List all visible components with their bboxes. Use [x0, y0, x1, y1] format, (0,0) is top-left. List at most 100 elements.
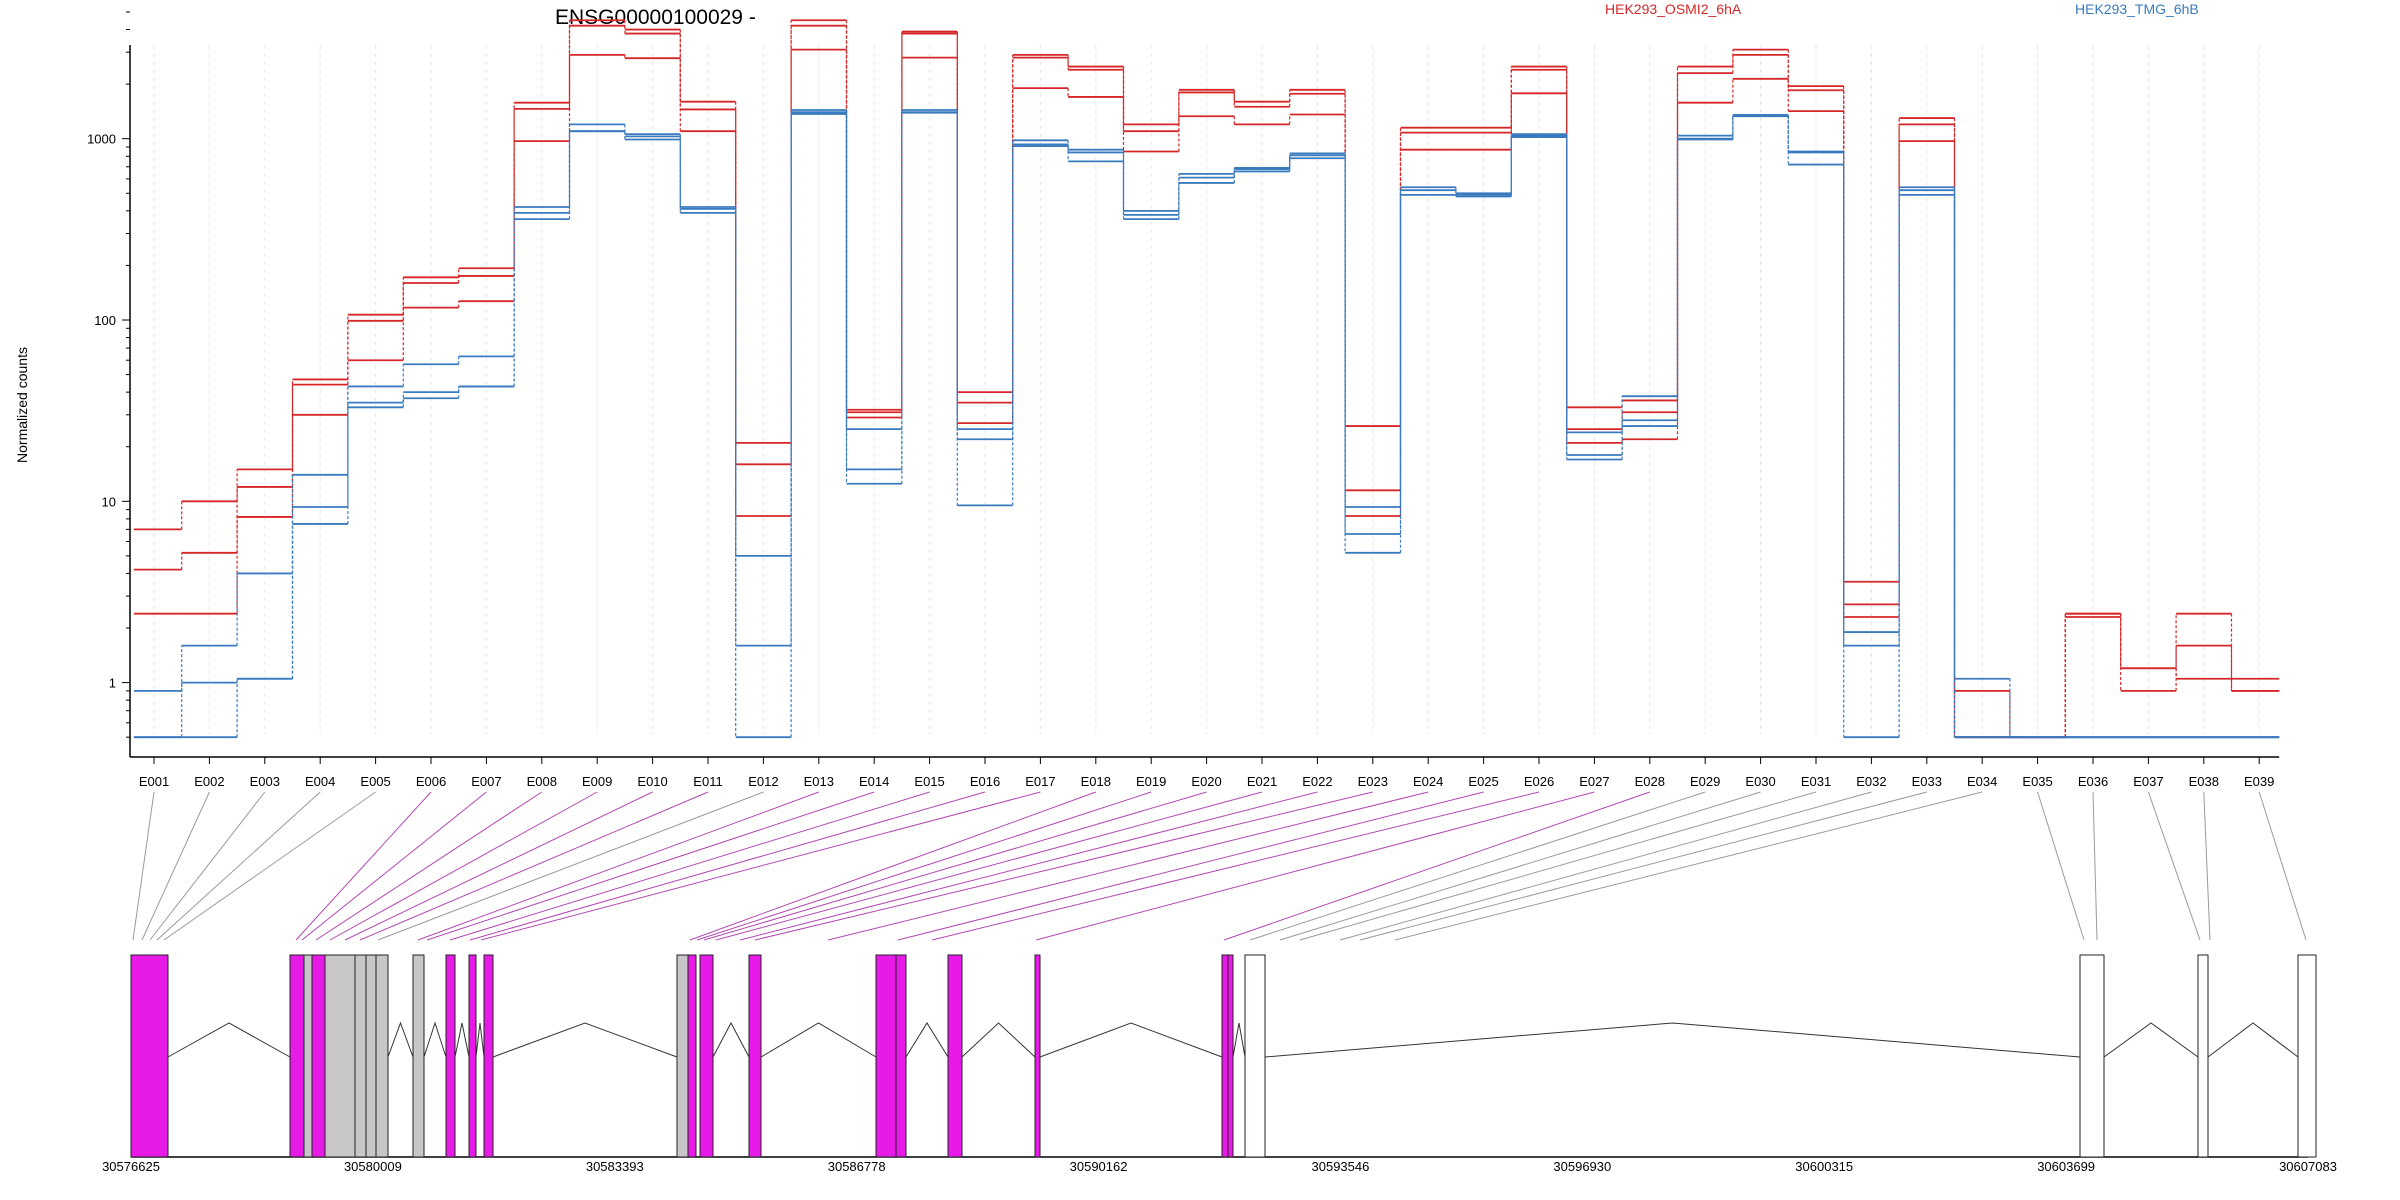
x-tick-label: E019 — [1136, 774, 1166, 789]
genome-tick-label: 30576625 — [102, 1159, 160, 1174]
exon-connector-line — [359, 791, 709, 941]
x-tick-label: E006 — [416, 774, 446, 789]
exon-block — [311, 954, 326, 1158]
x-tick-label: E005 — [360, 774, 390, 789]
exon-block — [875, 954, 897, 1158]
x-tick-label: E017 — [1025, 774, 1055, 789]
x-tick-label: E028 — [1635, 774, 1665, 789]
x-tick-label: E011 — [693, 774, 722, 789]
intron-line — [387, 1021, 414, 1058]
exon-block — [1227, 954, 1234, 1158]
exon-block — [2197, 954, 2209, 1158]
exon-connector-line — [2258, 791, 2307, 941]
intron-line — [475, 1022, 485, 1058]
y-axis-label: Normalized counts — [14, 347, 30, 463]
x-tick-label: E002 — [194, 774, 224, 789]
exon-block — [468, 954, 477, 1158]
exon-block — [947, 954, 963, 1158]
exon-connector-line — [301, 791, 487, 941]
exon-connector-line — [703, 791, 1207, 941]
x-tick-label: E039 — [2244, 774, 2274, 789]
y-tick-label: 100 — [94, 313, 116, 328]
x-tick-label: E033 — [1912, 774, 1942, 789]
exon-connector-line — [315, 791, 543, 941]
exon-connector-line — [1223, 791, 1650, 941]
intron-line — [2207, 1022, 2299, 1058]
x-tick-label: E027 — [1579, 774, 1609, 789]
x-tick-label: E036 — [2078, 774, 2108, 789]
exon-connector-line — [715, 791, 1263, 941]
gene-model: 30576625 30580009 30583393 30586778 30590162… — [102, 954, 2337, 1174]
exon-block — [699, 954, 714, 1158]
exon-connector-line — [1299, 791, 1817, 941]
exon-connector-line — [931, 791, 1540, 941]
exon-block — [748, 954, 762, 1158]
exon-block — [2079, 954, 2105, 1158]
exon-connector-line — [449, 791, 930, 941]
exon-connector-line — [344, 791, 653, 941]
exon-connector-line — [141, 791, 210, 941]
exon-connector-line — [480, 791, 1041, 941]
exon-connector-line — [1359, 791, 1927, 941]
x-tick-label: E003 — [250, 774, 280, 789]
exon-block — [2297, 954, 2317, 1158]
legend-label-osmi2: HEK293_OSMI2_6hA — [1605, 1, 1742, 17]
exon-connector-line — [417, 791, 819, 941]
exon-connector-line — [696, 791, 1152, 941]
exon-connector-line — [2147, 791, 2201, 941]
genome-tick-label: 30603699 — [2037, 1159, 2095, 1174]
intron-line — [1264, 1022, 2081, 1058]
exon-block — [676, 954, 689, 1158]
exon-connector-line — [156, 791, 321, 941]
genome-tick-label: 30607083 — [2279, 1159, 2337, 1174]
x-tick-label: E010 — [637, 774, 667, 789]
intron-line — [712, 1021, 750, 1058]
exon-connector-lines — [132, 791, 2307, 941]
exon-connector-line — [132, 791, 155, 941]
x-tick-label: E008 — [527, 774, 557, 789]
x-tick-label: E020 — [1191, 774, 1221, 789]
exon-block — [375, 954, 389, 1158]
exon-block — [365, 954, 377, 1158]
exon-connector-line — [689, 791, 1096, 941]
x-tick-label: E015 — [914, 774, 944, 789]
x-tick-label: E037 — [2133, 774, 2163, 789]
x-tick-label: E034 — [1967, 774, 1997, 789]
exon-block — [687, 954, 697, 1158]
exon-connector-line — [149, 791, 266, 941]
x-tick-label: E025 — [1468, 774, 1498, 789]
x-tick-label: E021 — [1247, 774, 1277, 789]
x-tick-label: E016 — [970, 774, 1000, 789]
exon-connector-line — [1035, 791, 1595, 941]
intron-line — [1232, 1022, 1246, 1058]
exon-block — [445, 954, 456, 1158]
intron-line — [423, 1021, 447, 1058]
exon-connector-line — [329, 791, 598, 941]
genome-tick-label: 30580009 — [344, 1159, 402, 1174]
x-tick-label: E014 — [859, 774, 889, 789]
exon-block — [1034, 954, 1041, 1158]
chart-axes: 1 10 100 1000 E001 E002 E003 E004 E005 E006 E007 E0… — [87, 11, 2280, 789]
exon-block — [412, 954, 425, 1158]
x-tick-label: E032 — [1856, 774, 1886, 789]
intron-line — [2103, 1022, 2199, 1058]
intron-line — [760, 1022, 877, 1058]
series-line-6 — [134, 111, 2280, 739]
exon-block — [1221, 954, 1229, 1158]
exon-connector-line — [739, 791, 1318, 941]
exon-connector-line — [1279, 791, 1761, 941]
x-tick-label: E004 — [305, 774, 335, 789]
exon-connector-line — [1394, 791, 1983, 941]
exon-block — [1244, 954, 1266, 1158]
genome-tick-label: 30583393 — [586, 1159, 644, 1174]
genome-tick-label: 30596930 — [1553, 1159, 1611, 1174]
y-tick-label: 1 — [109, 676, 116, 691]
x-tick-label: E012 — [748, 774, 778, 789]
exon-connector-line — [1249, 791, 1706, 941]
exon-connector-line — [754, 791, 1373, 941]
genome-tick-label: 30590162 — [1070, 1159, 1128, 1174]
x-tick-label: E031 — [1801, 774, 1831, 789]
x-tick-label: E030 — [1745, 774, 1775, 789]
y-tick-label: 10 — [102, 494, 116, 509]
